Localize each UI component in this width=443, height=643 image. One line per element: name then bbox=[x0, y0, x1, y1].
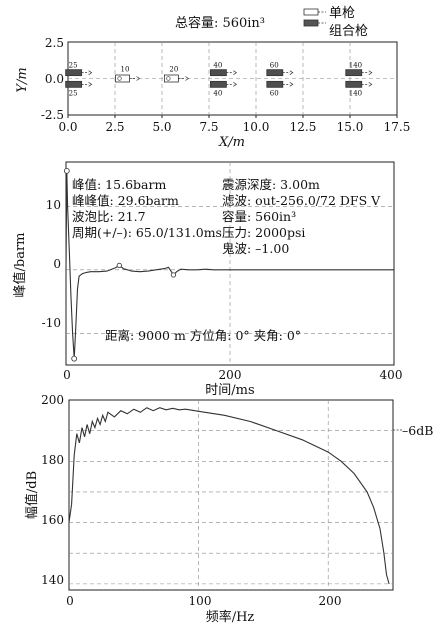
gun-arrow-9 bbox=[368, 82, 373, 87]
signature-right-annotation-0: 震源深度: 3.00m bbox=[222, 177, 320, 192]
gun-arrow-5 bbox=[233, 82, 238, 87]
single-gun-0 bbox=[115, 74, 130, 83]
array-ytick-top: 2.5 bbox=[45, 36, 64, 50]
spectrum-ytick-200: 200 bbox=[41, 393, 64, 407]
signature-xtick-400: 400 bbox=[380, 368, 403, 382]
array-xtick-7: 17.5 bbox=[384, 120, 411, 134]
signature-left-annotation-2: 波泡比: 21.7 bbox=[72, 209, 146, 224]
gun-volume-label-0: 10 bbox=[121, 66, 130, 74]
signature-ylabel: 峰值/barm bbox=[12, 233, 28, 298]
spectrum-grid bbox=[69, 400, 393, 590]
signature-bottom-note: 距离: 9000 m 方位角: 0° 夹角: 0° bbox=[105, 328, 301, 343]
spectrum-xtick-0: 0 bbox=[66, 594, 74, 608]
gun-arrow-0 bbox=[136, 76, 141, 81]
cluster-gun-3 bbox=[65, 80, 83, 88]
cluster-gun-2 bbox=[65, 69, 83, 77]
signature-right-annotation-4: 鬼波: –1.00 bbox=[222, 241, 289, 256]
signature-left-annotation-1: 峰峰值: 29.6barm bbox=[72, 193, 179, 208]
array-xtick-0: 0.0 bbox=[58, 120, 77, 134]
spectrum-chart: –6dB 200 180 160 140 0 100 200 频率/Hz 幅值/… bbox=[24, 393, 433, 625]
gun-arrow-7 bbox=[289, 82, 294, 87]
array-layout-chart: 总容量: 560in³ 单枪 组合枪 10 20 25 25 40 40 60 60 140 14… bbox=[15, 5, 410, 150]
spectrum-series-line bbox=[68, 407, 390, 585]
gun-arrow-4 bbox=[233, 70, 238, 75]
array-title: 总容量: 560in³ bbox=[175, 15, 265, 31]
signature-peak-min-marker bbox=[71, 355, 78, 362]
signature-right-annotation-3: 压力: 2000psi bbox=[222, 225, 305, 240]
array-xtick-2: 5.0 bbox=[152, 120, 171, 134]
spectrum-xtick-100: 100 bbox=[189, 594, 212, 608]
signature-peak-markers bbox=[63, 167, 177, 362]
cluster-gun-6 bbox=[266, 69, 284, 77]
gun-volume-label-8: 140 bbox=[349, 62, 362, 70]
spectrum-ytick-140: 140 bbox=[41, 573, 64, 587]
spectrum-xtick-200: 200 bbox=[319, 594, 342, 608]
gun-arrow-2 bbox=[88, 70, 93, 75]
array-xtick-4: 10.0 bbox=[243, 120, 270, 134]
signature-peak-max-marker bbox=[63, 167, 70, 174]
signature-ytick-minus10: -10 bbox=[42, 316, 61, 330]
cluster-gun-7 bbox=[266, 80, 284, 88]
gun-arrow-6 bbox=[289, 70, 294, 75]
gun-volume-label-9: 140 bbox=[349, 89, 362, 97]
array-xticks: 0.0 2.5 5.0 7.5 10.0 12.5 15.0 17.5 bbox=[58, 115, 410, 134]
signature-right-annotation-1: 滤波: out-256.0/72 DFS V bbox=[222, 193, 381, 208]
signature-bubble-marker-1 bbox=[170, 272, 177, 278]
array-ytick-bottom: -2.5 bbox=[41, 108, 64, 122]
signature-bubble-marker-0 bbox=[116, 262, 122, 269]
cluster-gun-5 bbox=[209, 80, 227, 88]
array-xtick-3: 7.5 bbox=[199, 120, 218, 134]
signature-xtick-200: 200 bbox=[219, 368, 242, 382]
array-legend: 单枪 组合枪 bbox=[303, 5, 368, 39]
gun-volume-label-1: 20 bbox=[169, 66, 178, 74]
cluster-gun-8 bbox=[345, 69, 363, 77]
gun-volume-label-4: 40 bbox=[213, 62, 222, 70]
signature-xlabel: 时间/ms bbox=[205, 383, 254, 398]
cluster-gun-4 bbox=[209, 69, 227, 77]
array-xtick-6: 15.0 bbox=[337, 120, 364, 134]
legend-single-label: 单枪 bbox=[329, 5, 355, 21]
signature-left-annotation-0: 峰值: 15.6barm bbox=[72, 177, 166, 192]
legend-cluster-label: 组合枪 bbox=[329, 23, 368, 39]
gun-volume-label-6: 60 bbox=[270, 62, 279, 70]
signature-ytick-0: 0 bbox=[53, 257, 61, 271]
gun-volume-label-2: 25 bbox=[69, 62, 78, 70]
array-xtick-1: 2.5 bbox=[105, 120, 124, 134]
gun-arrow-8 bbox=[368, 70, 373, 75]
single-gun-port-1 bbox=[166, 76, 171, 81]
array-grid bbox=[68, 42, 397, 115]
array-ytick-mid: 0.0 bbox=[45, 72, 64, 86]
gun-volume-label-3: 25 bbox=[69, 89, 78, 97]
spectrum-ytick-160: 160 bbox=[41, 513, 64, 527]
signature-left-annotation-3: 周期(+/–): 65.0/131.0ms bbox=[72, 225, 222, 240]
signature-ytick-10: 10 bbox=[46, 198, 61, 212]
signature-xtick-0: 0 bbox=[63, 368, 71, 382]
single-gun-port-0 bbox=[117, 76, 122, 81]
legend-cluster-swatch bbox=[303, 19, 319, 27]
spectrum-plot-frame bbox=[68, 399, 394, 591]
signature-right-annotation-2: 容量: 560in³ bbox=[222, 209, 296, 224]
spectrum-ytick-180: 180 bbox=[41, 453, 64, 467]
gun-arrow-3 bbox=[88, 82, 93, 87]
legend-single-swatch bbox=[303, 8, 319, 16]
spectrum-xlabel: 频率/Hz bbox=[206, 609, 255, 625]
array-xtick-5: 12.5 bbox=[290, 120, 317, 134]
spectrum-ylabel: 幅值/dB bbox=[24, 471, 40, 519]
gun-volume-label-5: 40 bbox=[213, 89, 222, 97]
array-guns: 10 20 25 25 40 40 60 60 140 140 bbox=[65, 62, 373, 97]
array-xlabel: X/m bbox=[218, 135, 245, 150]
array-ylabel: Y/m bbox=[15, 67, 30, 92]
spectrum-6db-marker: –6dB bbox=[402, 423, 433, 438]
gun-volume-label-7: 60 bbox=[270, 89, 279, 97]
cluster-gun-9 bbox=[345, 80, 363, 88]
gun-arrow-1 bbox=[185, 76, 190, 81]
